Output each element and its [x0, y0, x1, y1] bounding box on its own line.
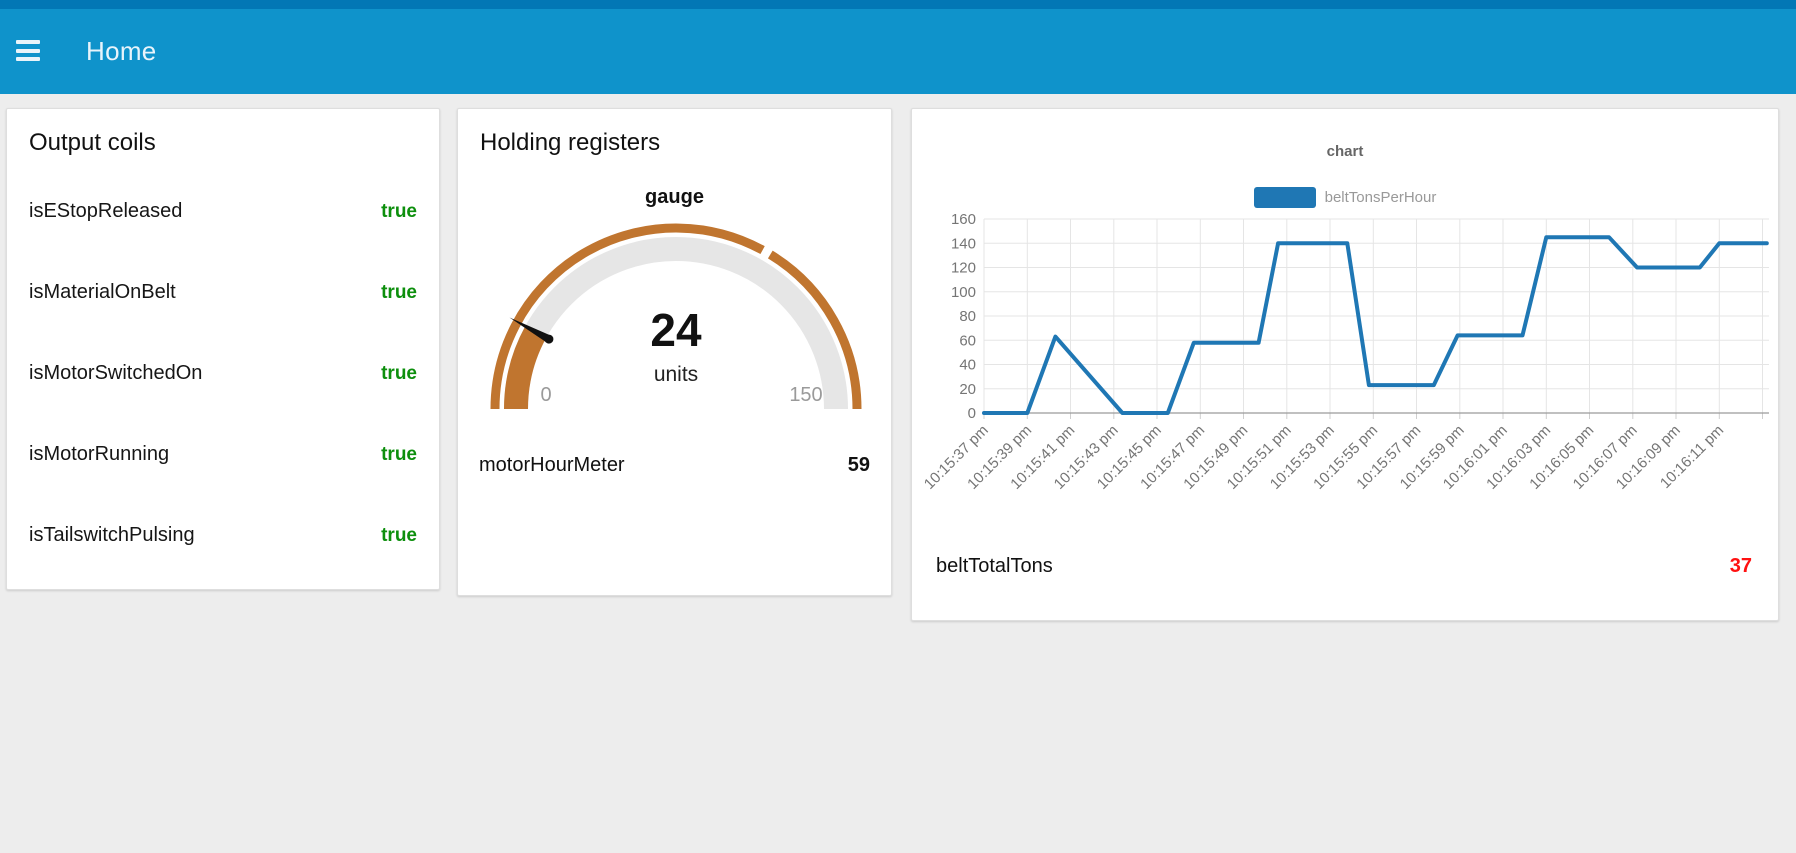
- app-header: Home: [0, 0, 1796, 94]
- series-line: [982, 235, 1769, 415]
- gauge-outer-ring: [767, 250, 862, 410]
- chart-title: chart: [1326, 143, 1364, 160]
- coil-label: isMotorRunning: [29, 443, 170, 465]
- gauge-value-arc: [504, 326, 547, 410]
- gauge-min: 0: [540, 384, 551, 406]
- coil-row: isMotorSwitchedOn true: [7, 333, 439, 414]
- y-tick-label: 120: [951, 260, 976, 277]
- coil-value: true: [381, 362, 417, 384]
- gauge: 24 units 0 150: [490, 223, 862, 410]
- gauge-value: 24: [650, 304, 702, 356]
- hamburger-icon: [16, 40, 40, 44]
- coil-row: isEStopReleased true: [7, 171, 439, 252]
- coil-value: true: [381, 200, 417, 222]
- meter-label: motorHourMeter: [479, 453, 625, 476]
- page-title: Home: [86, 36, 157, 66]
- gauge-title: gauge: [645, 186, 704, 208]
- y-tick-label: 160: [951, 211, 976, 228]
- chart-legend: beltTonsPerHour: [912, 187, 1778, 208]
- coil-label: isMotorSwitchedOn: [29, 362, 203, 384]
- holding-registers-card: Holding registers gauge 24 units 0 150 m…: [457, 108, 892, 596]
- header-top-strip: [0, 0, 1796, 9]
- y-tick-label: 100: [951, 284, 976, 301]
- menu-button[interactable]: [14, 38, 48, 64]
- chart-card: 0 20 40 60 80 100 120 140 160 10:15:37 pm 10:15:39…: [911, 108, 1779, 621]
- y-tick-label: 140: [951, 235, 976, 252]
- meter-row: motorHourMeter 59: [458, 449, 891, 481]
- meter-value: 59: [847, 453, 870, 476]
- y-tick-label: 40: [959, 357, 976, 374]
- total-row: beltTotalTons 37: [912, 549, 1778, 583]
- total-value: 37: [1729, 554, 1752, 577]
- total-label: beltTotalTons: [936, 554, 1053, 577]
- y-tick-label: 20: [959, 381, 976, 398]
- coil-rows: isEStopReleased true isMaterialOnBelt tr…: [7, 171, 439, 576]
- gauge-needle: [509, 317, 551, 343]
- gauge-outer-ring: [490, 223, 765, 410]
- coil-value: true: [381, 281, 417, 303]
- coil-value: true: [381, 524, 417, 546]
- coil-row: isTailswitchPulsing true: [7, 495, 439, 576]
- output-coils-card: Output coils isEStopReleased true isMate…: [6, 108, 440, 590]
- gauge-units: units: [654, 363, 698, 386]
- legend-label: beltTonsPerHour: [1324, 189, 1437, 206]
- coil-label: isEStopReleased: [29, 200, 183, 222]
- coil-row: isMotorRunning true: [7, 414, 439, 495]
- legend-swatch: [1253, 187, 1316, 208]
- y-tick-label: 80: [959, 308, 976, 325]
- coil-row: isMaterialOnBelt true: [7, 252, 439, 333]
- coil-label: isTailswitchPulsing: [29, 524, 195, 546]
- coil-value: true: [381, 443, 417, 465]
- card-title: Output coils: [29, 129, 156, 156]
- card-title: Holding registers: [480, 129, 661, 156]
- gauge-max: 150: [789, 384, 822, 406]
- coil-label: isMaterialOnBelt: [29, 281, 176, 303]
- y-tick-label: 60: [959, 332, 976, 349]
- y-tick-label: 0: [968, 405, 976, 422]
